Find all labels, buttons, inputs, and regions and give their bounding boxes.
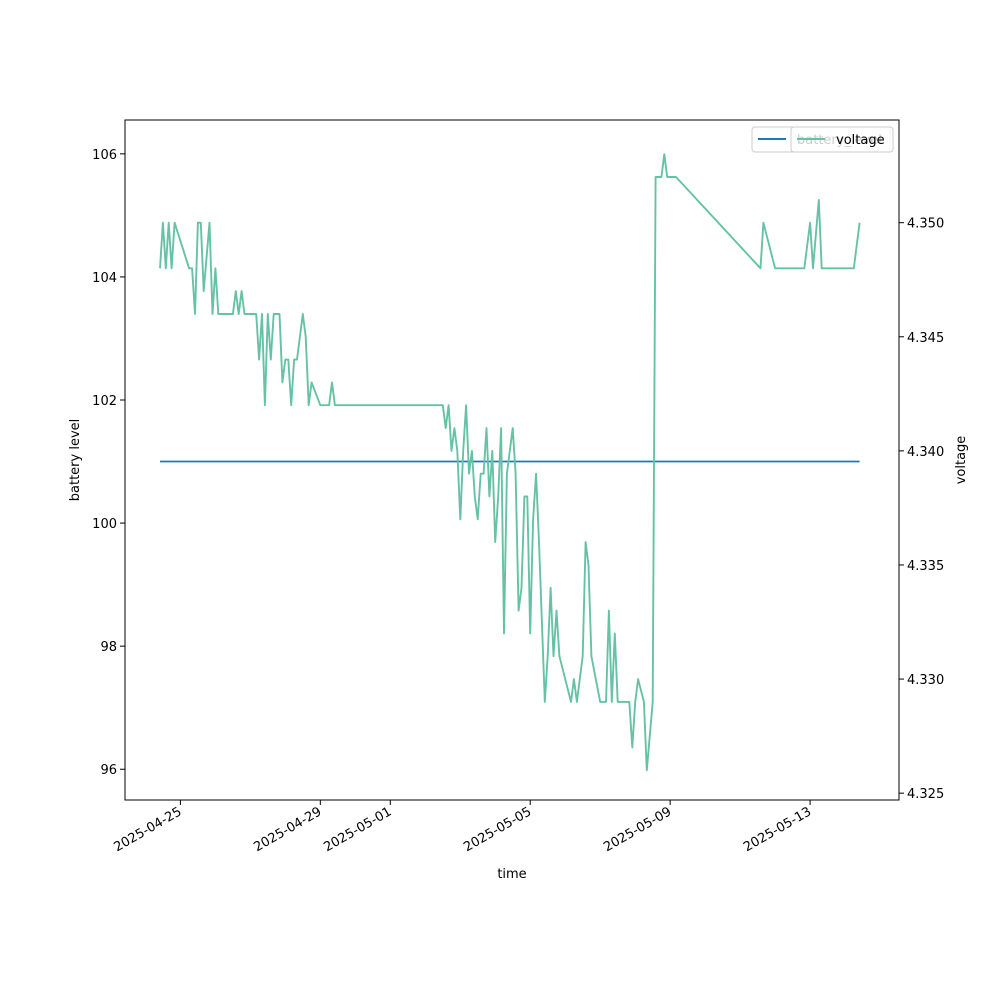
y-left-tick-label: 96 <box>100 763 117 778</box>
y-axis-left-label: battery level <box>68 419 83 502</box>
y-right-tick-label: 4.335 <box>907 559 944 574</box>
y-axis-left: 96 98 100 102 104 106 <box>92 148 125 778</box>
y-axis-right-label: voltage <box>954 436 969 485</box>
y-right-tick-label: 4.350 <box>907 217 944 232</box>
legend-right: voltage <box>790 126 894 153</box>
legend-right-label: voltage <box>836 133 885 148</box>
y-left-tick-label: 100 <box>92 517 117 532</box>
y-left-tick-label: 106 <box>92 148 117 163</box>
y-right-tick-label: 4.325 <box>907 787 944 802</box>
series-line-voltage <box>159 153 861 772</box>
plot-frame <box>124 119 900 801</box>
y-right-tick-label: 4.345 <box>907 331 944 346</box>
x-axis-label: time <box>497 867 526 882</box>
y-right-tick-label: 4.340 <box>907 445 944 460</box>
legend-right-box <box>790 126 894 153</box>
y-right-tick-label: 4.330 <box>907 673 944 688</box>
y-axis-right: 4.325 4.330 4.335 4.340 4.345 4.350 <box>899 217 944 802</box>
y-left-tick-label: 102 <box>92 394 117 409</box>
y-left-tick-label: 104 <box>92 271 117 286</box>
y-left-tick-label: 98 <box>100 640 117 655</box>
plot-lines <box>159 153 861 772</box>
